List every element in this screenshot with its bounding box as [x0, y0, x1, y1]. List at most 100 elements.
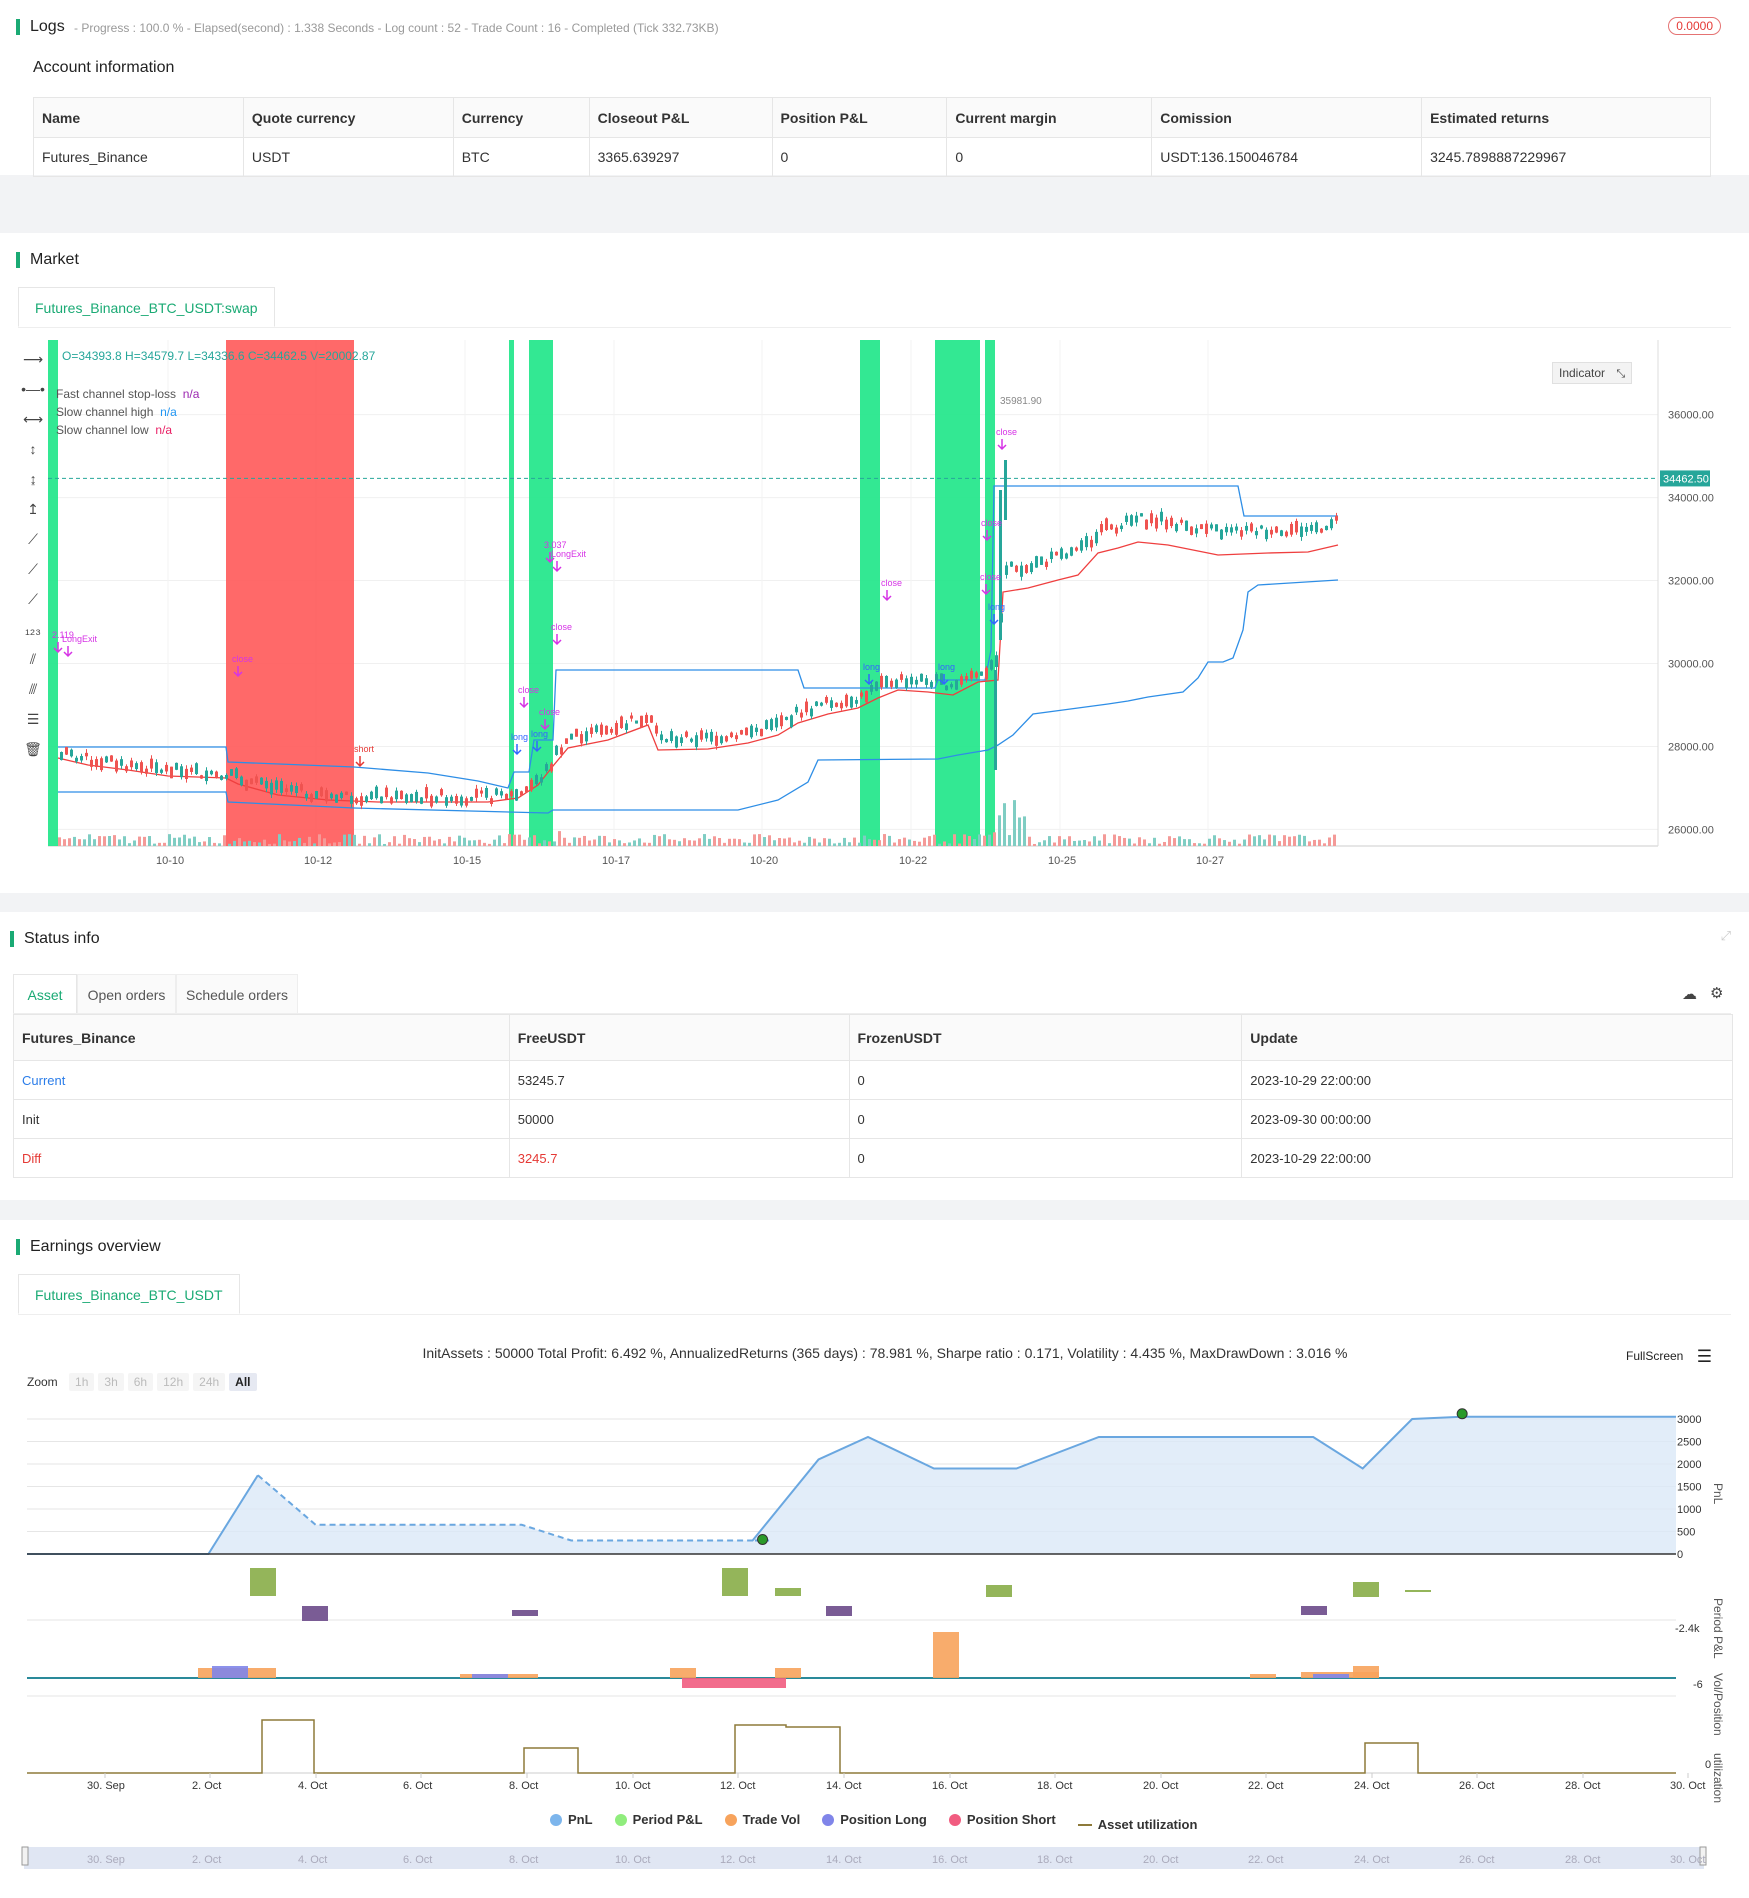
candle-body — [1125, 515, 1128, 522]
volume-bar — [433, 840, 436, 846]
candle-body — [540, 777, 543, 783]
period-pnl-bar — [1405, 1590, 1431, 1592]
trade-annotation: short — [354, 744, 375, 754]
earnings-chart[interactable]: 3000 2500 2000 1500 1000 500 0 PnL Period P&L Vol… — [0, 1408, 1749, 1838]
legend-dot-icon — [822, 1813, 835, 1826]
trend-line-icon[interactable]: ⟋ — [28, 530, 38, 547]
candle-body — [640, 715, 643, 728]
candle-body — [1075, 547, 1078, 551]
info-line-icon[interactable]: ⟋ — [28, 590, 38, 607]
volume-bar — [873, 839, 876, 846]
price-label-icon[interactable]: ₁₂₃ — [25, 621, 41, 637]
tab-earnings-symbol[interactable]: Futures_Binance_BTC_USDT — [18, 1274, 240, 1314]
fib-retracement-icon[interactable]: ☰ — [26, 710, 40, 727]
volume-bar — [663, 834, 666, 846]
legend-item[interactable]: Position Short — [948, 1812, 1056, 1827]
fullscreen-button[interactable]: FullScreen ☰ — [1626, 1347, 1712, 1367]
account-data-row: Futures_Binance USDT BTC 3365.639297 0 0 USDT:… — [33, 137, 1711, 177]
zoom-1h-button[interactable]: 1h — [69, 1373, 95, 1391]
candle-body — [595, 725, 598, 733]
candle-body — [845, 694, 848, 707]
volume-bar — [563, 837, 566, 846]
legend-item[interactable]: Position Long — [822, 1812, 927, 1827]
candle-body — [840, 702, 843, 709]
horizontal-line-icon[interactable]: ⟶ — [22, 350, 44, 367]
volume-bar — [1068, 836, 1071, 846]
tab-asset[interactable]: Asset — [13, 974, 77, 1014]
navigator-tick-label: 18. Oct — [1037, 1854, 1072, 1866]
legend-label: PnL — [568, 1812, 593, 1827]
trash-icon[interactable]: 🗑 — [24, 740, 42, 757]
trade-arrow-icon — [512, 744, 522, 756]
trade-annotation: close — [881, 578, 902, 588]
candle-body — [1220, 529, 1223, 540]
volume-bar — [188, 838, 191, 846]
volume-bar — [1123, 837, 1126, 846]
candle-body — [410, 794, 413, 803]
volume-bar — [1138, 837, 1141, 846]
trade-arrow-icon — [545, 552, 555, 564]
legend-item[interactable]: Period P&L — [614, 1812, 703, 1827]
candle-body — [195, 763, 198, 775]
volume-bar — [448, 836, 451, 846]
volume-bar — [958, 843, 961, 846]
tab-market-symbol[interactable]: Futures_Binance_BTC_USDT:swap — [18, 287, 275, 327]
candle-body — [1105, 518, 1108, 531]
candle-body — [1005, 565, 1008, 575]
candle-body — [1010, 561, 1013, 567]
candle-body — [435, 796, 438, 803]
cross-line-icon[interactable]: ↨ — [29, 471, 37, 487]
cloud-download-icon[interactable]: ☁ — [1682, 986, 1697, 1003]
legend-item[interactable]: Asset utilization — [1077, 1817, 1197, 1832]
zoom-All-button[interactable]: All — [229, 1373, 257, 1391]
x-tick-label: 10-27 — [1196, 855, 1224, 867]
ray-icon[interactable]: •—• — [21, 381, 45, 397]
zoom-button-group: 1h 3h 6h 12h 24h All — [69, 1373, 260, 1391]
menu-icon[interactable]: ☰ — [1696, 1347, 1712, 1366]
volume-bar — [1193, 843, 1196, 846]
volume-bar — [898, 839, 901, 846]
legend-item[interactable]: Trade Vol — [724, 1812, 800, 1827]
indicator-legend: Fast channel stop-loss n/a Slow channel h… — [56, 385, 199, 439]
volume-bar — [388, 842, 391, 846]
navigator-tick-label: 12. Oct — [720, 1854, 755, 1866]
navigator-tick-label: 22. Oct — [1248, 1854, 1283, 1866]
legend-dot-icon — [948, 1813, 961, 1826]
zoom-6h-button[interactable]: 6h — [127, 1373, 154, 1391]
candle-body — [305, 793, 308, 799]
parallel-channel-icon[interactable]: ⫽ — [29, 650, 37, 667]
gear-icon[interactable]: ⚙ — [1710, 985, 1724, 1002]
indicator-button[interactable]: Indicator ⤡ — [1552, 362, 1633, 384]
volume-bar — [1088, 841, 1091, 846]
volume-bar — [333, 842, 336, 846]
zoom-12h-button[interactable]: 12h — [157, 1373, 190, 1391]
volume-bar — [618, 840, 621, 846]
account-col-header: Quote currency — [242, 97, 454, 138]
volume-bar — [1183, 839, 1186, 846]
candle-body — [690, 738, 693, 742]
pitchfork-icon[interactable]: ⫻ — [28, 680, 38, 697]
extended-line-icon[interactable]: ⟷ — [22, 410, 44, 427]
candlestick-chart[interactable]: 36000.00 34000.00 32000.00 30000.00 28000.00… — [48, 340, 1718, 880]
trade-annotation: LongExit — [551, 549, 587, 559]
tab-schedule-orders[interactable]: Schedule orders — [176, 974, 298, 1014]
volume-bar — [838, 842, 841, 846]
zoom-3h-button[interactable]: 3h — [98, 1373, 124, 1391]
tab-open-orders[interactable]: Open orders — [77, 974, 176, 1014]
candle-body — [1170, 517, 1173, 527]
candle-body — [270, 782, 273, 795]
volume-bar — [583, 835, 586, 846]
arrow-vertical-icon[interactable]: ↥ — [27, 500, 39, 517]
expand-icon[interactable]: ⤢ — [1720, 928, 1731, 943]
trade-arrow-icon — [540, 719, 550, 731]
asset-row: Diff 3245.7 0 2023-10-29 22:00:00 — [13, 1138, 1733, 1178]
legend-item[interactable]: PnL — [550, 1812, 593, 1827]
axis-title: PnL — [1711, 1483, 1725, 1505]
section-marker — [16, 252, 20, 268]
collapse-icon[interactable]: ⤡ — [1616, 368, 1626, 380]
volume-bar — [1063, 839, 1066, 846]
trend-angle-icon[interactable]: ⟋ — [28, 560, 38, 577]
vertical-line-icon[interactable]: ↕ — [29, 441, 37, 457]
zoom-24h-button[interactable]: 24h — [193, 1373, 226, 1391]
range-navigator[interactable]: 30. Sep 2. Oct 4. Oct 6. Oct 8. Oct 10. Oct 12… — [0, 1845, 1749, 1875]
